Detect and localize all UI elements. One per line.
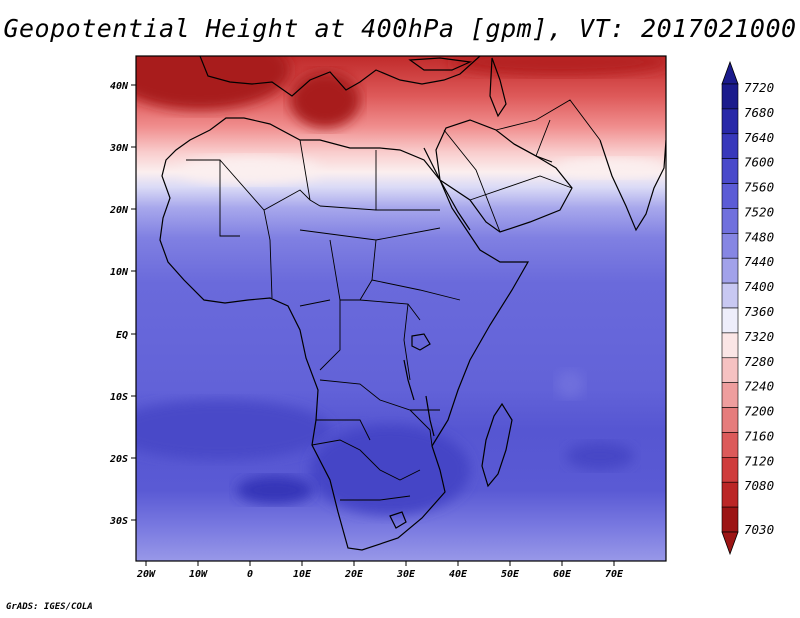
colorbar-label: 7440 [744,254,774,269]
colorbar-swatch [721,133,739,159]
lon-label-10e: 10E [293,569,312,580]
lon-axis: 20W 10W 0 10E 20E 30E 40E 50E 60E 70E [136,561,624,580]
colorbar-label: 7640 [744,130,774,145]
colorbar-label: 7720 [744,80,774,95]
africa-coastline [159,117,530,551]
colorbar-label: 7080 [744,478,774,493]
lat-label-20n: 20N [109,205,129,216]
europe-coastline [199,56,481,97]
map-frame [135,55,667,562]
lon-label-20w: 20W [136,569,156,580]
lat-label-10s: 10S [110,392,128,403]
lat-label-10n: 10N [110,267,129,278]
colorbar-swatch [721,506,739,533]
colorbar-label: 7360 [744,304,774,319]
lat-label-30n: 30N [109,143,129,154]
lat-label-eq: EQ [116,330,128,341]
colorbar-label: 7480 [744,229,774,244]
colorbar-swatch [721,83,739,110]
colorbar-label: 7520 [744,204,774,219]
madagascar-coastline [481,402,513,488]
colorbar-swatch [721,457,739,483]
colorbar-label: 7030 [744,522,774,537]
colorbar-label: 7280 [744,354,774,369]
colorbar-label: 7600 [744,155,774,170]
colorbar-swatch [721,183,739,209]
lon-label-30e: 30E [396,569,416,580]
colorbar-label: 7560 [744,180,774,195]
colorbar-swatch [721,332,739,359]
colorbar-swatch [721,233,739,259]
colorbar-label: 7160 [744,428,774,443]
colorbar-swatch [721,407,739,433]
lat-axis: 40N 30N 20N 10N EQ 10S 20S 30S [109,81,136,527]
lake-victoria [411,333,431,351]
red-sea [423,147,471,231]
black-sea [408,57,473,71]
map-title: Geopotential Height at 400hPa [gpm], VT:… [3,14,797,43]
colorbar-swatch [721,208,739,234]
lon-label-70e: 70E [605,569,624,580]
caspian-sea [489,57,507,118]
height-field [136,56,666,561]
colorbar-label: 7400 [744,279,774,294]
colorbar-label: 7200 [744,404,774,419]
india-coastline [599,139,666,232]
lon-label-0: 0 [247,569,253,580]
colorbar-swatch [721,307,739,334]
colorbar-swatch [721,282,739,309]
lake-malawi [425,395,435,437]
lon-label-20e: 20E [344,569,364,580]
lesotho [389,511,407,529]
coastlines [159,56,666,551]
colorbar-swatch [721,257,739,284]
colorbar-bottom-arrow [721,531,739,556]
colorbar-swatch [721,108,739,135]
arabia-coastline [435,119,573,233]
colorbar-swatch [721,382,739,408]
lon-label-10w: 10W [189,569,208,580]
lon-label-60e: 60E [553,569,572,580]
colorbar-swatch [721,357,739,383]
colorbar-swatch [721,481,739,508]
lat-label-30s: 30S [109,516,128,527]
colorbar-swatch [721,432,739,458]
country-borders [186,99,601,501]
colorbar-label: 7120 [744,453,774,468]
lon-label-50e: 50E [501,569,520,580]
lat-label-20s: 20S [109,454,128,465]
lon-label-40e: 40E [449,569,468,580]
colorbar-swatch [721,158,739,184]
colorbar-label: 7680 [744,105,774,120]
colorbar-label: 7320 [744,329,774,344]
lat-label-40n: 40N [110,81,129,92]
lake-tanganyika [403,359,415,401]
colorbar-label: 7240 [744,379,774,394]
grads-credit: GrADS: IGES/COLA [6,602,93,612]
colorbar-top-arrow [721,60,739,85]
